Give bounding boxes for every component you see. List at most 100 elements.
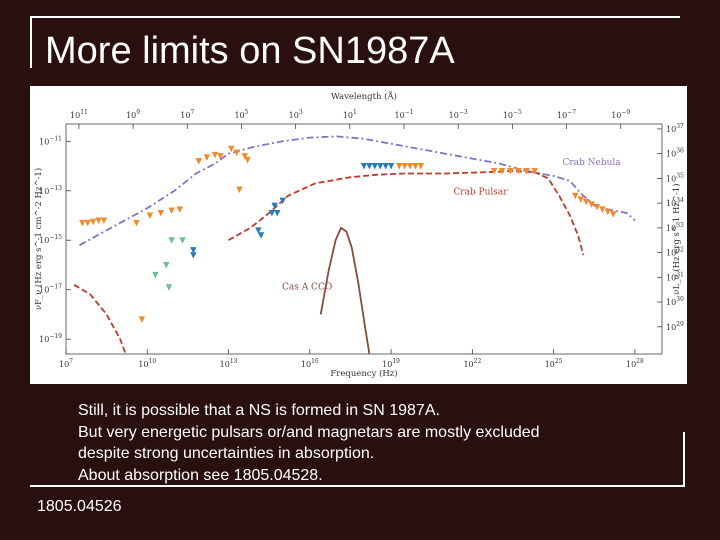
x-axis-ticks: 107 1010 1013 1016 1019 1022 1025 1028 bbox=[59, 349, 644, 369]
top-tick-label-exponent: 5 bbox=[245, 109, 249, 116]
x-tick-label-exponent: 7 bbox=[69, 358, 73, 365]
top-tick-label-base: 10 bbox=[289, 111, 299, 120]
y-tick-label-exponent: −17 bbox=[49, 284, 62, 291]
chart-panel: 107 1010 1013 1016 1019 1022 1025 1028 1011 109 1… bbox=[30, 86, 687, 384]
right-tick-label: 1034 bbox=[666, 197, 684, 208]
caption-line: despite strong uncertainties in absorpti… bbox=[78, 445, 375, 462]
upper-limit-marker-orange-xray bbox=[412, 163, 419, 170]
upper-limit-marker-orange-radio bbox=[84, 219, 91, 227]
y-tick-label-base: 10 bbox=[39, 137, 49, 146]
bottom-decorative-line bbox=[30, 485, 685, 487]
y-tick-label-base: 10 bbox=[39, 335, 49, 344]
top-tick-label: 10−3 bbox=[449, 109, 468, 120]
upper-limit-marker-green bbox=[165, 284, 173, 291]
top-tick-label-base: 10 bbox=[557, 111, 567, 120]
top-tick-label-exponent: 7 bbox=[190, 109, 194, 116]
top-tick-label: 1011 bbox=[70, 109, 88, 120]
upper-limit-marker-orange-xray bbox=[417, 163, 425, 170]
y-tick-label: 10−17 bbox=[39, 284, 62, 295]
right-tick-label-exponent: 34 bbox=[676, 197, 684, 204]
right-tick-label-exponent: 36 bbox=[676, 148, 684, 155]
upper-limit-marker-blue-optical bbox=[255, 227, 262, 234]
right-tick-label-base: 10 bbox=[666, 199, 676, 208]
upper-limit-markers bbox=[79, 145, 617, 323]
upper-limit-marker-blue-xray bbox=[387, 163, 395, 170]
x-tick-label: 1019 bbox=[382, 358, 400, 369]
top-tick-label-base: 10 bbox=[449, 111, 459, 120]
reference-arxiv-id: 1805.04526 bbox=[37, 498, 122, 515]
top-tick-label-exponent: 9 bbox=[136, 109, 140, 116]
top-tick-label-base: 10 bbox=[611, 111, 621, 120]
upper-limit-marker-orange-tev bbox=[577, 196, 584, 203]
upper-limit-marker-blue-xray bbox=[377, 163, 384, 170]
right-tick-label-base: 10 bbox=[666, 174, 676, 183]
y-tick-label: 10−11 bbox=[39, 135, 62, 146]
x-tick-label-base: 10 bbox=[463, 360, 473, 369]
top-tick-label: 103 bbox=[289, 109, 303, 120]
upper-limit-marker-orange-ir bbox=[211, 151, 219, 159]
y-tick-label-exponent: −13 bbox=[49, 185, 62, 192]
top-tick-label-exponent: 1 bbox=[353, 109, 357, 116]
top-tick-label: 109 bbox=[126, 109, 140, 120]
top-tick-label-exponent: 11 bbox=[80, 109, 88, 116]
caption-line: Still, it is possible that a NS is forme… bbox=[78, 402, 440, 419]
upper-limit-marker-blue-optical bbox=[279, 197, 286, 205]
x-tick-label-base: 10 bbox=[220, 360, 230, 369]
y-tick-label-exponent: −11 bbox=[49, 135, 62, 142]
y-tick-label: 10−15 bbox=[39, 234, 62, 245]
upper-limit-marker-blue-xray bbox=[382, 163, 389, 170]
series-crab-pulsar bbox=[228, 170, 585, 256]
right-tick-label-base: 10 bbox=[666, 323, 676, 332]
top-tick-label-exponent: −7 bbox=[567, 109, 576, 116]
x-tick-label-exponent: 22 bbox=[474, 358, 482, 365]
series-cas-a-cco bbox=[319, 226, 371, 355]
upper-limit-marker-orange-tev bbox=[572, 192, 579, 200]
right-tick-label: 1037 bbox=[666, 123, 684, 134]
top-tick-label: 105 bbox=[234, 109, 248, 120]
x-tick-label: 1028 bbox=[626, 358, 644, 369]
slide-title: More limits on SN1987A bbox=[45, 30, 455, 72]
upper-limit-marker-orange-radio bbox=[89, 218, 97, 226]
upper-limit-marker-blue-optical bbox=[257, 232, 265, 239]
x-tick-label: 1010 bbox=[138, 358, 156, 369]
upper-limit-marker-orange-radio bbox=[95, 217, 102, 224]
right-tick-label: 1030 bbox=[666, 296, 684, 307]
y-tick-label-base: 10 bbox=[39, 187, 49, 196]
x-tick-label-base: 10 bbox=[301, 360, 311, 369]
top-tick-label-base: 10 bbox=[180, 111, 190, 120]
caption-line: About absorption see 1805.04528. bbox=[78, 466, 323, 484]
annotation-label: Crab Pulsar bbox=[453, 187, 508, 197]
y-tick-label-exponent: −19 bbox=[49, 333, 62, 340]
x-tick-label-exponent: 13 bbox=[230, 358, 238, 365]
right-tick-label-base: 10 bbox=[666, 249, 676, 258]
right-tick-label-base: 10 bbox=[666, 125, 676, 134]
right-tick-label-exponent: 35 bbox=[676, 172, 684, 179]
upper-limit-marker-orange-tev bbox=[582, 198, 590, 206]
upper-limit-marker-orange-mm bbox=[133, 219, 140, 227]
top-tick-label-exponent: −9 bbox=[621, 109, 630, 116]
top-tick-label: 10−1 bbox=[394, 109, 413, 120]
right-tick-label-base: 10 bbox=[666, 273, 676, 282]
x-tick-label: 107 bbox=[59, 358, 73, 369]
right-tick-label-base: 10 bbox=[666, 224, 676, 233]
top-tick-label-exponent: −3 bbox=[459, 109, 468, 116]
y-axis-label: νF_ν (Hz erg s^-1 cm^-2 Hz^-1) bbox=[33, 168, 44, 310]
upper-limit-marker-orange-ir bbox=[195, 158, 202, 165]
left-decorative-line bbox=[30, 16, 32, 68]
upper-limit-marker-green bbox=[152, 271, 159, 279]
caption-block: Still, it is possible that a NS is forme… bbox=[78, 400, 540, 486]
x-tick-label-exponent: 16 bbox=[311, 358, 319, 365]
top-tick-label-base: 10 bbox=[70, 111, 80, 120]
upper-limit-marker-orange-tev bbox=[593, 203, 601, 211]
x-tick-label: 1022 bbox=[463, 358, 481, 369]
x-tick-label: 1013 bbox=[220, 358, 238, 369]
upper-limit-marker-orange-radio bbox=[100, 217, 108, 224]
upper-limit-marker-orange-ir bbox=[228, 145, 235, 153]
right-tick-label-base: 10 bbox=[666, 298, 676, 307]
right-tick-label-exponent: 29 bbox=[676, 321, 684, 328]
top-tick-label-base: 10 bbox=[394, 111, 404, 120]
right-tick-label: 1029 bbox=[666, 321, 684, 332]
series-crab-nebula bbox=[79, 135, 636, 246]
upper-limit-marker-orange-xray bbox=[401, 163, 408, 170]
